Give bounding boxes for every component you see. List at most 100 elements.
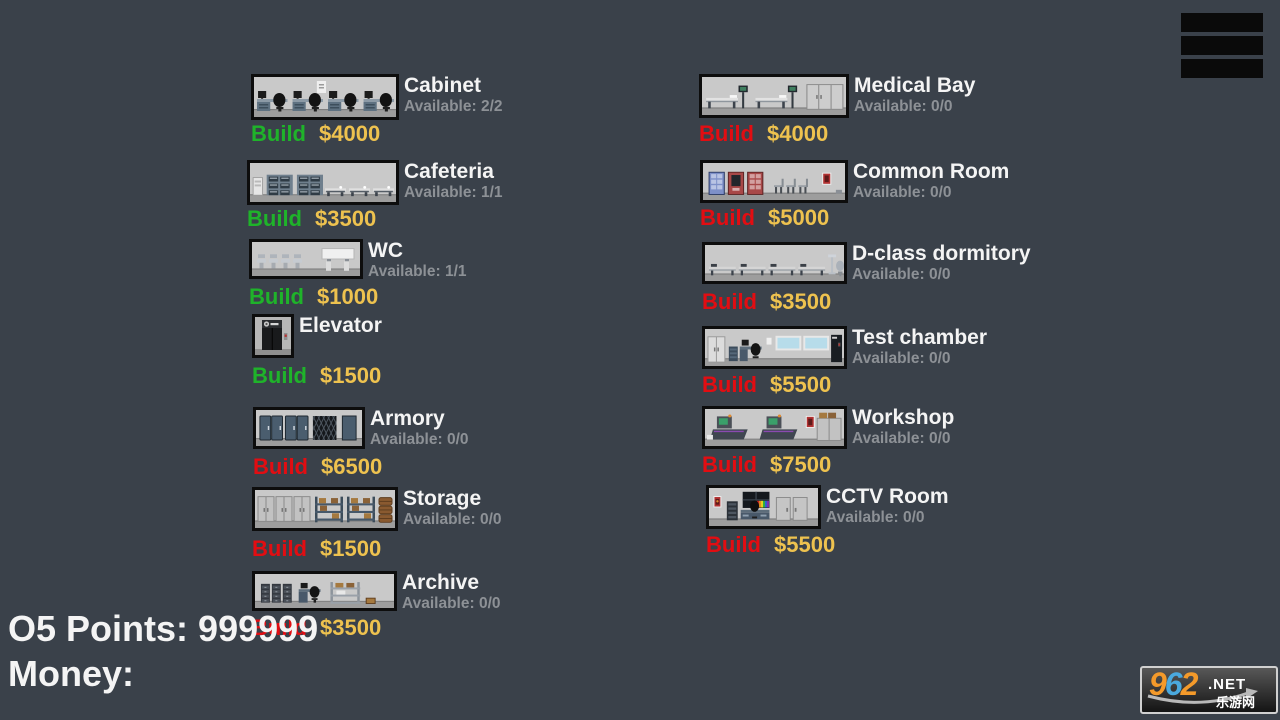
room-title: Medical Bay bbox=[854, 74, 976, 97]
room-availability: Available: 0/0 bbox=[370, 431, 469, 448]
build-price: $5500 bbox=[774, 532, 836, 557]
build-button-cabinet[interactable]: Build bbox=[251, 121, 306, 146]
room-info: WC Available: 1/1 bbox=[368, 239, 467, 281]
room-title: Armory bbox=[370, 407, 445, 430]
build-button-armory[interactable]: Build bbox=[253, 454, 308, 479]
watermark-number: 962 bbox=[1149, 666, 1198, 702]
o5-points-value: 999999 bbox=[198, 608, 319, 649]
build-button-common-room[interactable]: Build bbox=[700, 205, 755, 230]
o5-points-line: O5 Points: 999999 bbox=[8, 606, 318, 651]
room-info: Cabinet Available: 2/2 bbox=[404, 74, 503, 116]
build-price: $1000 bbox=[317, 284, 379, 309]
room-info: Storage Available: 0/0 bbox=[403, 487, 502, 529]
room-title: CCTV Room bbox=[826, 485, 949, 508]
room-thumbnail-medical-bay[interactable] bbox=[699, 74, 849, 118]
room-title: D-class dormitory bbox=[852, 242, 1031, 265]
room-info: Archive Available: 0/0 bbox=[402, 571, 501, 613]
room-thumbnail-test-chamber[interactable] bbox=[702, 326, 847, 369]
build-price: $6500 bbox=[321, 454, 383, 479]
build-price: $3500 bbox=[315, 206, 377, 231]
build-row: Build $4000 bbox=[699, 121, 828, 146]
build-row: Build $1500 bbox=[252, 536, 381, 561]
room-title: Cabinet bbox=[404, 74, 482, 97]
watermark-swoosh-arrow-icon bbox=[1147, 688, 1258, 704]
money-line: Money: bbox=[8, 651, 318, 696]
room-info: Test chamber Available: 0/0 bbox=[852, 326, 987, 368]
build-button-workshop[interactable]: Build bbox=[702, 452, 757, 477]
room-availability: Available: 1/1 bbox=[368, 263, 467, 280]
room-info: Cafeteria Available: 1/1 bbox=[404, 160, 503, 202]
build-price: $4000 bbox=[767, 121, 829, 146]
build-row: Build $3500 bbox=[247, 206, 376, 231]
hud-stats: O5 Points: 999999 Money: bbox=[8, 606, 318, 696]
build-button-d-class-dormitory[interactable]: Build bbox=[702, 289, 757, 314]
room-info: Armory Available: 0/0 bbox=[370, 407, 469, 449]
room-thumbnail-elevator[interactable] bbox=[252, 314, 294, 358]
build-button-storage[interactable]: Build bbox=[252, 536, 307, 561]
room-availability: Available: 0/0 bbox=[403, 511, 502, 528]
room-availability: Available: 0/0 bbox=[852, 266, 951, 283]
room-availability: Available: 1/1 bbox=[404, 184, 503, 201]
build-row: Build $5500 bbox=[706, 532, 835, 557]
build-price: $3500 bbox=[770, 289, 832, 314]
room-thumbnail-archive[interactable] bbox=[252, 571, 397, 611]
room-title: Elevator bbox=[299, 314, 382, 337]
build-price: $1500 bbox=[320, 363, 382, 388]
build-row: Build $1000 bbox=[249, 284, 378, 309]
build-button-test-chamber[interactable]: Build bbox=[702, 372, 757, 397]
o5-points-label: O5 Points: bbox=[8, 608, 189, 649]
room-info: D-class dormitory Available: 0/0 bbox=[852, 242, 1031, 284]
room-thumbnail-d-class-dormitory[interactable] bbox=[702, 242, 847, 284]
build-row: Build $4000 bbox=[251, 121, 380, 146]
build-button-archive[interactable]: Build bbox=[252, 615, 307, 640]
build-row: Build $3500 bbox=[702, 289, 831, 314]
room-info: Workshop Available: 0/0 bbox=[852, 406, 954, 448]
build-row: Build $1500 bbox=[252, 363, 381, 388]
room-availability: Available: 0/0 bbox=[853, 184, 952, 201]
build-button-cafeteria[interactable]: Build bbox=[247, 206, 302, 231]
build-price: $5000 bbox=[768, 205, 830, 230]
build-price: $7500 bbox=[770, 452, 832, 477]
room-info: Elevator bbox=[299, 314, 382, 338]
room-title: Workshop bbox=[852, 406, 955, 429]
room-thumbnail-cabinet[interactable] bbox=[251, 74, 399, 120]
room-availability: Available: 0/0 bbox=[852, 350, 951, 367]
build-price: $3500 bbox=[320, 615, 382, 640]
room-thumbnail-cctv-room[interactable] bbox=[706, 485, 821, 529]
watermark-net-label: .NET bbox=[1208, 676, 1247, 693]
menu-bar bbox=[1181, 59, 1263, 78]
menu-bar bbox=[1181, 36, 1263, 55]
build-price: $4000 bbox=[319, 121, 381, 146]
room-availability: Available: 0/0 bbox=[854, 98, 953, 115]
room-info: Medical Bay Available: 0/0 bbox=[854, 74, 975, 116]
hamburger-menu-icon[interactable] bbox=[1181, 13, 1263, 82]
build-row: Build $6500 bbox=[253, 454, 382, 479]
room-info: CCTV Room Available: 0/0 bbox=[826, 485, 949, 527]
menu-bar bbox=[1181, 13, 1263, 32]
room-title: Storage bbox=[403, 487, 482, 510]
room-thumbnail-storage[interactable] bbox=[252, 487, 398, 531]
room-thumbnail-workshop[interactable] bbox=[702, 406, 847, 449]
watermark-cn-label: 乐游网 bbox=[1216, 695, 1256, 710]
room-title: Cafeteria bbox=[404, 160, 494, 183]
room-availability: Available: 0/0 bbox=[852, 430, 951, 447]
room-title: Test chamber bbox=[852, 326, 987, 349]
build-button-cctv-room[interactable]: Build bbox=[706, 532, 761, 557]
room-title: Common Room bbox=[853, 160, 1010, 183]
room-thumbnail-cafeteria[interactable] bbox=[247, 160, 399, 205]
build-button-elevator[interactable]: Build bbox=[252, 363, 307, 388]
room-thumbnail-armory[interactable] bbox=[253, 407, 365, 449]
build-price: $5500 bbox=[770, 372, 832, 397]
build-price: $1500 bbox=[320, 536, 382, 561]
build-button-wc[interactable]: Build bbox=[249, 284, 304, 309]
build-row: Build $3500 bbox=[252, 615, 381, 640]
room-availability: Available: 0/0 bbox=[402, 595, 501, 612]
room-title: Archive bbox=[402, 571, 480, 594]
build-button-medical-bay[interactable]: Build bbox=[699, 121, 754, 146]
watermark-logo: 962 .NET 乐游网 bbox=[1140, 666, 1278, 714]
room-thumbnail-common-room[interactable] bbox=[700, 160, 848, 203]
room-thumbnail-wc[interactable] bbox=[249, 239, 363, 279]
build-row: Build $5500 bbox=[702, 372, 831, 397]
build-row: Build $5000 bbox=[700, 205, 829, 230]
room-availability: Available: 0/0 bbox=[826, 509, 925, 526]
